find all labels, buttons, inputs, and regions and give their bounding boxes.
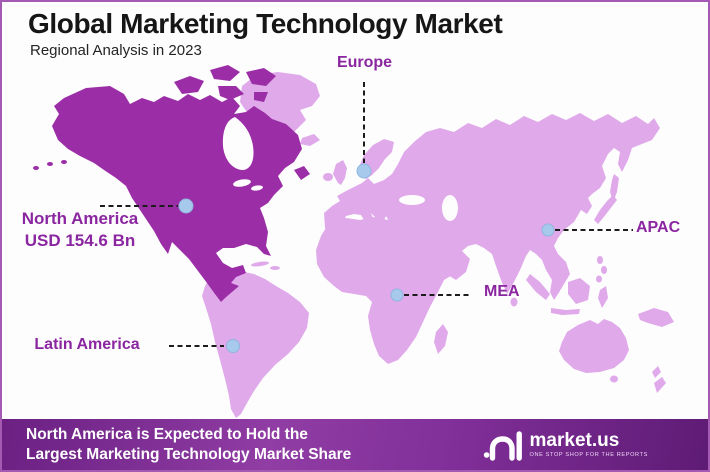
marker-north-america: [178, 198, 194, 214]
sumatra-shape: [526, 274, 550, 300]
footer-message-line2: Largest Marketing Technology Market Shar…: [26, 445, 352, 463]
marker-apac: [541, 223, 555, 237]
brand-tagline: ONE STOP SHOP FOR THE REPORTS: [529, 452, 648, 458]
ireland-shape: [323, 173, 333, 181]
page-title: Global Marketing Technology Market: [28, 8, 503, 39]
hudson-bay-great-lakes: [222, 117, 263, 191]
new-guinea-shape: [638, 308, 674, 327]
label-north-america-value: USD 154.6 Bn: [24, 231, 136, 250]
page-subtitle: Regional Analysis in 2023: [30, 42, 202, 59]
label-mea: MEA: [484, 283, 520, 300]
australia-shape: [559, 319, 629, 373]
inland-seas: [399, 195, 458, 221]
landmass-light: [202, 72, 674, 418]
brand-name: market.us: [529, 430, 620, 451]
tasmania-shape: [610, 375, 618, 383]
marker-mea: [390, 288, 404, 302]
marker-europe: [356, 163, 372, 179]
sakhalin-shape: [610, 174, 619, 202]
marker-latin-america: [226, 339, 240, 353]
footer-banner: North America is Expected to Hold the La…: [2, 419, 708, 470]
marker-dots: [178, 163, 555, 353]
borneo-shape: [568, 278, 590, 304]
new-zealand-shape: [652, 366, 666, 393]
africa-shape: [316, 217, 464, 364]
japan-shape: [594, 195, 617, 224]
label-europe: Europe: [336, 54, 393, 71]
iceland-shape: [300, 134, 320, 146]
uk-shape: [333, 160, 347, 185]
madagascar-shape: [434, 324, 448, 354]
marketus-logo-icon: [483, 430, 522, 461]
eurasia-shape: [324, 113, 660, 300]
sulawesi-shape: [598, 286, 608, 308]
brand-text: market.us ONE STOP SHOP FOR THE REPORTS: [530, 431, 648, 458]
java-shape: [551, 308, 580, 315]
brand-logo: market.us ONE STOP SHOP FOR THE REPORTS: [483, 427, 648, 463]
footer-message: North America is Expected to Hold the La…: [26, 425, 351, 465]
leader-lines: [100, 82, 633, 347]
label-north-america: North America USD 154.6 Bn: [6, 208, 154, 252]
label-north-america-name: North America: [21, 209, 139, 228]
north-america-shape: [52, 86, 302, 302]
footer-message-line1: North America is Expected to Hold the: [26, 425, 308, 443]
label-latin-america: Latin America: [34, 336, 140, 353]
south-america-shape: [202, 271, 309, 418]
label-apac: APAC: [636, 219, 681, 236]
